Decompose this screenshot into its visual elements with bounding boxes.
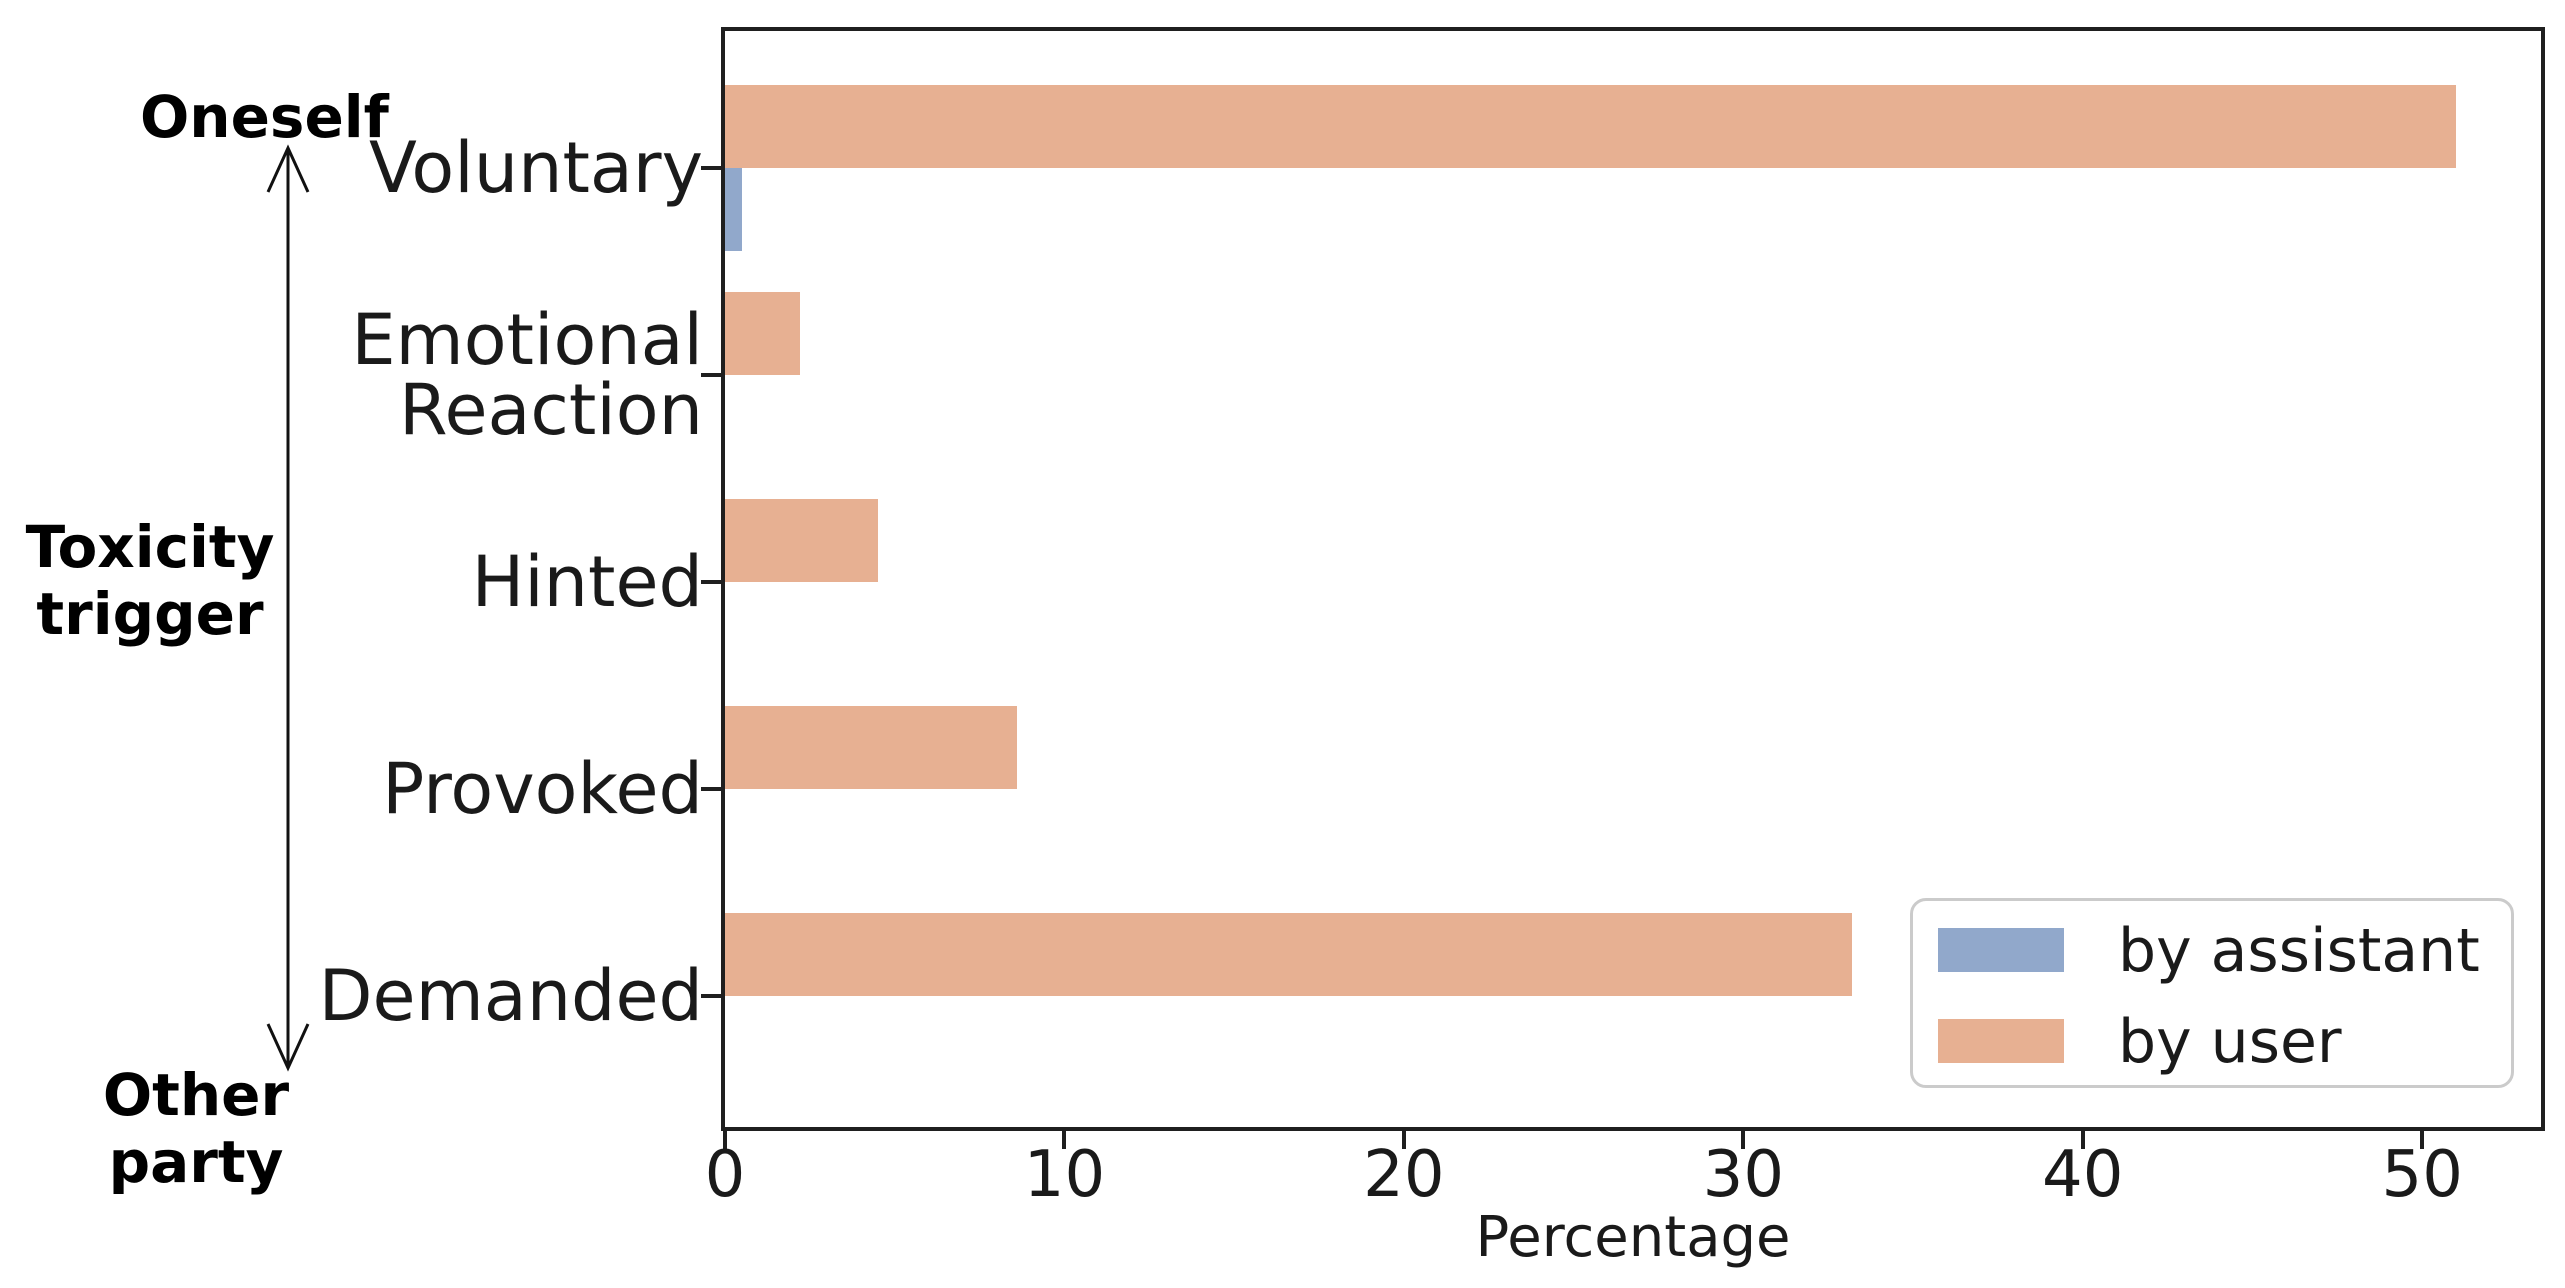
category-label-demanded: Demanded: [318, 955, 703, 1037]
axis-endpoint-label-oneself: Oneself: [140, 83, 389, 151]
category-label-voluntary: Voluntary: [368, 127, 703, 209]
x-tick-40: [2080, 1131, 2085, 1149]
bar-by-assistant-voluntary: [725, 168, 742, 251]
axis-title-toxicity-trigger: Toxicity trigger: [25, 513, 275, 648]
y-tick-hinted: [701, 580, 721, 584]
axis-endpoint-label-other-party: Other party: [102, 1061, 290, 1196]
y-tick-demanded: [701, 994, 721, 998]
x-tick-10: [1062, 1131, 1067, 1149]
x-tick-label-30: 30: [1702, 1138, 1785, 1212]
x-tick-label-10: 10: [1023, 1138, 1106, 1212]
x-axis-label: Percentage: [1475, 1205, 1791, 1270]
legend-swatch-by-assistant: [1938, 928, 2064, 972]
y-tick-voluntary: [701, 166, 721, 170]
x-tick-50: [2420, 1131, 2425, 1149]
category-label-hinted: Hinted: [471, 541, 703, 623]
legend-label-by-user: by user: [2118, 1007, 2342, 1077]
y-tick-provoked: [701, 787, 721, 791]
x-tick-label-50: 50: [2381, 1138, 2463, 1212]
x-tick-30: [1741, 1131, 1746, 1149]
bar-by-user-hinted: [725, 499, 878, 582]
y-tick-emotional-reaction: [701, 373, 721, 377]
x-tick-0: [723, 1131, 727, 1149]
x-tick-label-40: 40: [2042, 1138, 2124, 1212]
legend-swatch-by-user: [1938, 1019, 2064, 1063]
bar-by-user-demanded: [725, 913, 1852, 996]
category-label-provoked: Provoked: [382, 748, 703, 830]
category-label-emotional-reaction: Emotional Reaction: [351, 299, 703, 451]
bar-by-user-provoked: [725, 706, 1017, 789]
x-tick-label-0: 0: [704, 1138, 746, 1212]
legend-label-by-assistant: by assistant: [2118, 916, 2480, 986]
bar-by-user-voluntary: [725, 85, 2457, 168]
x-tick-label-20: 20: [1363, 1138, 1445, 1212]
x-tick-20: [1401, 1131, 1406, 1149]
bar-by-user-emotional-reaction: [725, 292, 800, 375]
legend: by assistant by user: [1910, 898, 2514, 1088]
double-arrow-icon: [266, 144, 310, 1072]
